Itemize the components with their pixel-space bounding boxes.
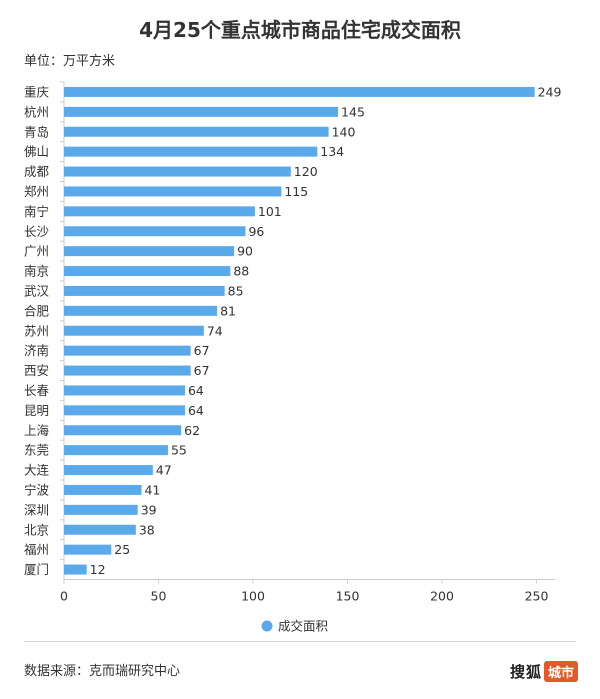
data-source: 数据来源：克而瑞研究中心 (24, 664, 181, 679)
category-label: 郑州 (24, 184, 49, 199)
category-label: 长春 (24, 383, 50, 398)
category-label: 上海 (24, 423, 50, 438)
bar (64, 266, 231, 277)
category-label: 南京 (24, 264, 49, 279)
category-label: 佛山 (24, 144, 49, 159)
bar (64, 524, 136, 535)
value-label: 39 (141, 502, 157, 517)
category-label: 昆明 (24, 403, 49, 418)
bar (64, 86, 535, 97)
bar (64, 564, 87, 575)
category-label: 成都 (24, 164, 50, 179)
value-label: 101 (258, 204, 282, 219)
x-tick-label: 150 (336, 589, 360, 604)
category-label: 苏州 (24, 323, 49, 338)
category-label: 西安 (24, 363, 49, 378)
bar (64, 445, 168, 456)
category-label: 深圳 (24, 502, 49, 517)
value-label: 74 (207, 323, 223, 338)
bar (64, 544, 112, 555)
bar (64, 484, 142, 495)
value-label: 64 (188, 403, 204, 418)
category-label: 广州 (24, 244, 49, 259)
bar (64, 206, 255, 217)
footer-divider (24, 641, 576, 642)
unit-label: 单位：万平方米 (24, 54, 116, 69)
value-label: 140 (332, 124, 356, 139)
brand-logo[interactable]: 搜狐 城市 (510, 661, 578, 682)
category-label: 武汉 (24, 283, 50, 298)
value-label: 64 (188, 383, 204, 398)
value-label: 62 (184, 423, 200, 438)
category-label: 东莞 (24, 443, 49, 458)
value-label: 67 (194, 343, 210, 358)
bar (64, 226, 246, 237)
bar (64, 365, 191, 376)
value-label: 55 (171, 443, 187, 458)
bar (64, 106, 339, 117)
bar (64, 345, 191, 356)
category-label: 杭州 (24, 104, 49, 119)
category-label: 济南 (24, 343, 49, 358)
value-label: 81 (220, 303, 236, 318)
bar (64, 385, 185, 396)
category-label: 南宁 (24, 204, 49, 219)
bar (64, 425, 182, 436)
bar (64, 325, 204, 336)
category-label: 长沙 (24, 224, 50, 239)
bar (64, 465, 153, 476)
brand-tag: 城市 (543, 661, 578, 682)
x-tick-label: 200 (430, 589, 454, 604)
legend-marker (261, 620, 273, 632)
value-label: 47 (156, 463, 172, 478)
bar (64, 166, 291, 177)
category-label: 北京 (24, 522, 49, 537)
x-tick-label: 100 (241, 589, 265, 604)
category-label: 大连 (24, 463, 50, 478)
value-label: 134 (320, 144, 344, 159)
bar (64, 186, 282, 197)
value-label: 67 (194, 363, 210, 378)
category-label: 厦门 (24, 562, 49, 577)
category-label: 重庆 (24, 84, 50, 99)
chart-title: 4月25个重点城市商品住宅成交面积 (139, 18, 461, 42)
value-label: 145 (341, 104, 365, 119)
value-label: 41 (144, 482, 160, 497)
bar (64, 305, 218, 316)
value-label: 90 (237, 244, 253, 259)
value-label: 12 (90, 562, 106, 577)
value-label: 25 (114, 542, 130, 557)
x-tick-label: 250 (525, 589, 549, 604)
brand-name: 搜狐 (509, 663, 542, 681)
category-label: 青岛 (24, 124, 49, 139)
value-label: 88 (233, 264, 249, 279)
bar (64, 126, 329, 137)
bar (64, 285, 225, 296)
x-tick-label: 50 (151, 589, 167, 604)
value-label: 115 (284, 184, 308, 199)
bar (64, 405, 185, 416)
legend-label: 成交面积 (278, 619, 328, 634)
category-label: 宁波 (24, 482, 50, 497)
bar (64, 504, 138, 515)
bar (64, 146, 318, 157)
x-tick-label: 0 (60, 589, 68, 604)
bar (64, 246, 235, 257)
category-label: 福州 (24, 542, 49, 557)
value-label: 85 (228, 283, 244, 298)
value-label: 120 (294, 164, 318, 179)
category-label: 合肥 (24, 303, 50, 318)
value-label: 38 (139, 522, 155, 537)
value-label: 249 (538, 84, 562, 99)
value-label: 96 (248, 224, 264, 239)
